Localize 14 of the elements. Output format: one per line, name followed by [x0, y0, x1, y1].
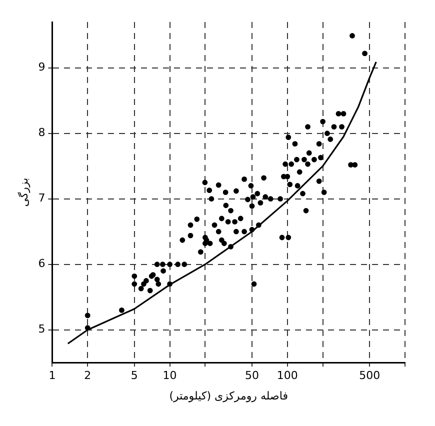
- x-axis-title: فاصله رومرکزی (کیلومتر): [169, 389, 288, 402]
- x-tick-label: 1: [48, 369, 56, 382]
- x-tick-label: 500: [359, 369, 380, 382]
- y-tick-label: 6: [38, 257, 46, 270]
- x-tick-label: 2: [84, 369, 92, 382]
- x-tick-label: 50: [245, 369, 259, 382]
- y-tick-label: 9: [38, 60, 46, 74]
- y-tick-label: 8: [38, 126, 46, 140]
- y-axis-title: بزرگی: [17, 178, 30, 207]
- y-tick-label: 5: [38, 322, 46, 336]
- x-tick-label: 5: [130, 369, 138, 382]
- x-tick-label: 100: [276, 369, 298, 382]
- x-tick-label: 10: [162, 369, 177, 382]
- y-tick-label: 7: [38, 192, 46, 205]
